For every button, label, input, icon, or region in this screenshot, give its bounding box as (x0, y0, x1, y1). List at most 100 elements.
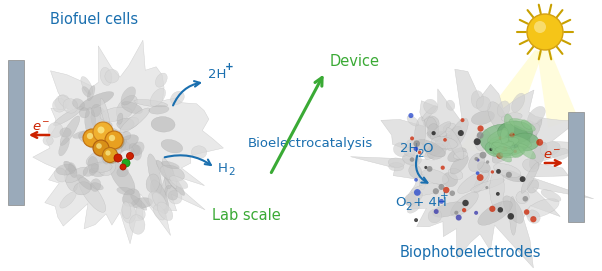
Circle shape (438, 184, 444, 190)
Ellipse shape (115, 135, 138, 151)
Ellipse shape (516, 191, 529, 204)
Circle shape (114, 154, 122, 162)
Ellipse shape (511, 133, 539, 151)
Ellipse shape (430, 122, 451, 138)
Ellipse shape (149, 105, 169, 114)
Circle shape (443, 138, 447, 142)
Ellipse shape (116, 95, 137, 118)
Ellipse shape (494, 141, 514, 154)
Circle shape (414, 178, 418, 182)
Ellipse shape (403, 147, 415, 156)
Ellipse shape (63, 99, 78, 113)
Ellipse shape (458, 171, 489, 193)
Ellipse shape (73, 182, 91, 195)
Circle shape (477, 125, 483, 132)
Ellipse shape (424, 116, 439, 129)
Circle shape (536, 139, 543, 146)
Ellipse shape (60, 192, 76, 208)
Ellipse shape (393, 143, 409, 157)
Ellipse shape (79, 92, 114, 111)
Circle shape (126, 153, 134, 160)
Ellipse shape (85, 108, 95, 134)
Ellipse shape (448, 148, 467, 162)
Circle shape (424, 166, 427, 169)
Ellipse shape (90, 179, 101, 192)
Polygon shape (33, 40, 223, 244)
Ellipse shape (424, 99, 438, 114)
Circle shape (456, 215, 462, 221)
Ellipse shape (168, 191, 182, 204)
Ellipse shape (82, 86, 90, 97)
Circle shape (534, 21, 546, 33)
Ellipse shape (122, 202, 131, 219)
Ellipse shape (389, 163, 404, 171)
Ellipse shape (155, 73, 167, 87)
Ellipse shape (98, 156, 116, 176)
Text: H: H (218, 162, 228, 175)
Ellipse shape (411, 184, 442, 195)
Ellipse shape (52, 98, 66, 112)
Ellipse shape (79, 108, 90, 118)
Ellipse shape (480, 124, 530, 156)
Circle shape (455, 211, 458, 215)
Ellipse shape (122, 131, 131, 140)
Ellipse shape (494, 163, 521, 178)
Circle shape (104, 149, 119, 164)
Ellipse shape (450, 155, 468, 174)
Ellipse shape (122, 203, 135, 223)
Ellipse shape (447, 118, 468, 151)
Circle shape (491, 170, 494, 174)
Ellipse shape (468, 153, 485, 172)
Ellipse shape (91, 107, 107, 130)
Circle shape (474, 157, 479, 161)
Ellipse shape (492, 134, 521, 163)
Ellipse shape (48, 122, 63, 137)
Ellipse shape (427, 124, 439, 137)
Ellipse shape (474, 170, 489, 193)
Ellipse shape (114, 139, 126, 149)
Circle shape (95, 141, 111, 157)
Circle shape (524, 209, 529, 215)
Ellipse shape (64, 161, 76, 174)
Ellipse shape (117, 113, 123, 124)
Ellipse shape (72, 99, 84, 109)
Text: +: + (225, 62, 234, 72)
Ellipse shape (428, 209, 442, 223)
Ellipse shape (491, 136, 500, 156)
Ellipse shape (54, 168, 67, 182)
Ellipse shape (122, 102, 143, 114)
Circle shape (441, 166, 445, 170)
Text: 2: 2 (405, 202, 412, 212)
Ellipse shape (65, 167, 88, 183)
Text: e: e (32, 121, 40, 134)
Ellipse shape (403, 153, 421, 166)
Ellipse shape (117, 187, 134, 195)
Ellipse shape (489, 143, 512, 162)
Circle shape (527, 14, 563, 50)
Circle shape (496, 169, 501, 174)
Ellipse shape (81, 76, 93, 95)
Ellipse shape (73, 130, 92, 138)
Ellipse shape (55, 95, 69, 110)
Circle shape (523, 196, 528, 202)
Polygon shape (350, 69, 594, 268)
Circle shape (462, 208, 467, 212)
Ellipse shape (100, 107, 132, 121)
Circle shape (410, 157, 414, 162)
Ellipse shape (527, 210, 540, 224)
Ellipse shape (509, 196, 517, 235)
Circle shape (427, 166, 432, 172)
Circle shape (514, 150, 517, 153)
Circle shape (109, 135, 115, 141)
Ellipse shape (402, 154, 419, 164)
Circle shape (498, 136, 502, 140)
Ellipse shape (446, 128, 464, 160)
Ellipse shape (158, 172, 170, 210)
Ellipse shape (485, 139, 515, 157)
Ellipse shape (129, 144, 140, 155)
Ellipse shape (443, 123, 456, 132)
Ellipse shape (83, 164, 99, 176)
Ellipse shape (161, 161, 179, 169)
Ellipse shape (492, 143, 512, 151)
Circle shape (462, 200, 469, 206)
